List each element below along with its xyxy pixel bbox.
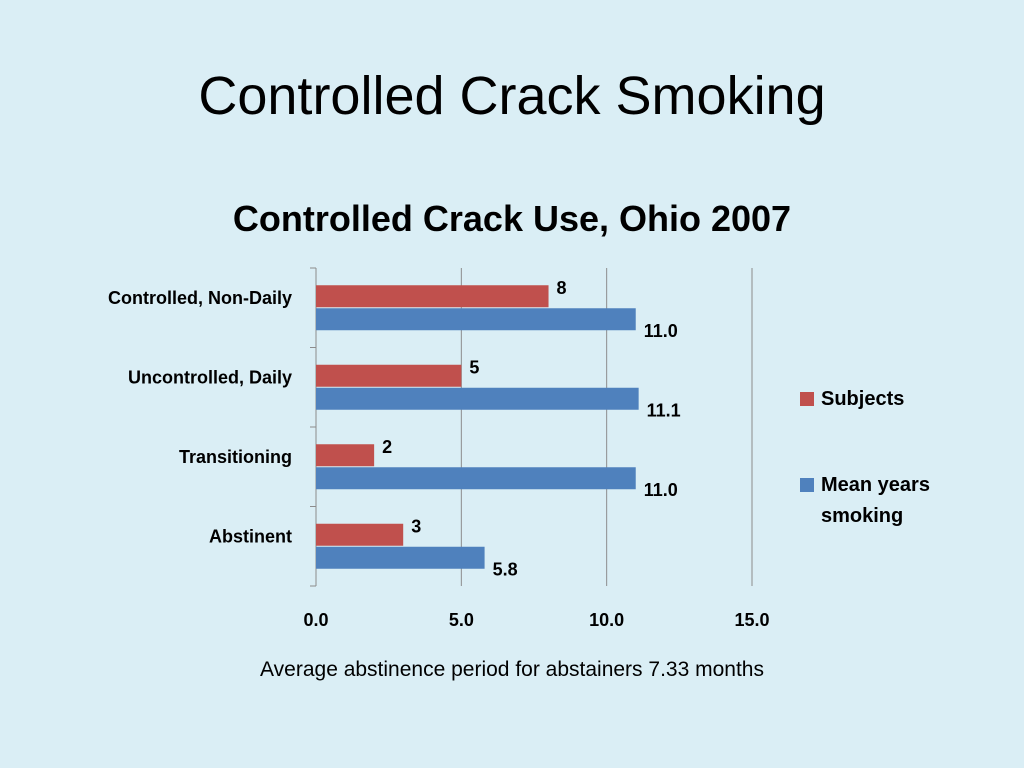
x-tick-label: 0.0 <box>303 610 328 630</box>
bar-mean-years-smoking-abstinent <box>316 546 485 569</box>
bar-subjects-transitioning <box>316 444 375 467</box>
data-label-mean-years-smoking-transitioning: 11.0 <box>644 480 678 500</box>
x-tick-label: 15.0 <box>734 610 769 630</box>
legend-label-mean-years: Mean years smoking <box>821 470 930 532</box>
category-label-controlled-non-daily: Controlled, Non-Daily <box>108 288 292 308</box>
data-label-mean-years-smoking-abstinent: 5.8 <box>493 560 518 580</box>
x-tick-label: 5.0 <box>449 610 474 630</box>
legend-item-mean-years: Mean years smoking <box>800 470 930 532</box>
bar-subjects-controlled-non-daily <box>316 285 549 308</box>
category-label-uncontrolled-daily: Uncontrolled, Daily <box>128 367 292 387</box>
data-label-mean-years-smoking-controlled-non-daily: 11.0 <box>644 321 678 341</box>
data-label-subjects-transitioning: 2 <box>382 437 392 457</box>
footnote: Average abstinence period for abstainers… <box>260 658 764 681</box>
data-label-mean-years-smoking-uncontrolled-daily: 11.1 <box>647 401 681 421</box>
bar-mean-years-smoking-controlled-non-daily <box>316 308 636 331</box>
data-label-subjects-uncontrolled-daily: 5 <box>469 358 479 378</box>
legend-swatch-mean-years <box>800 478 814 492</box>
legend-label-mean-years-line1: Mean years <box>821 474 930 496</box>
data-label-subjects-controlled-non-daily: 8 <box>557 278 567 298</box>
category-label-abstinent: Abstinent <box>209 526 292 546</box>
bar-mean-years-smoking-transitioning <box>316 467 636 490</box>
bar-subjects-abstinent <box>316 523 404 546</box>
chart-title: Controlled Crack Use, Ohio 2007 <box>232 198 792 239</box>
legend-label-subjects: Subjects <box>821 388 905 410</box>
slide-title: Controlled Crack Smoking <box>198 66 826 126</box>
category-label-transitioning: Transitioning <box>179 447 292 467</box>
legend-label-mean-years-line2: smoking <box>821 505 904 527</box>
bar-mean-years-smoking-uncontrolled-daily <box>316 387 639 410</box>
x-tick-label: 10.0 <box>589 610 624 630</box>
legend-swatch-subjects <box>800 392 814 406</box>
bar-subjects-uncontrolled-daily <box>316 364 462 387</box>
legend-item-subjects: Subjects <box>800 384 904 415</box>
data-label-subjects-abstinent: 3 <box>411 517 421 537</box>
